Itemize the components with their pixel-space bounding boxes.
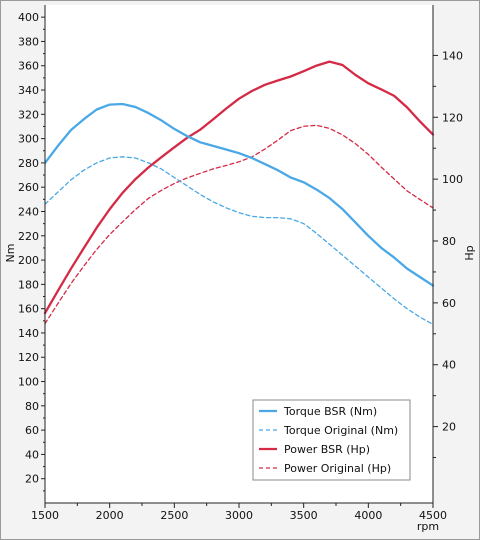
left-y-tick-label: 220	[18, 230, 39, 243]
legend-label: Torque Original (Nm)	[283, 424, 398, 437]
x-tick-label: 2000	[96, 509, 124, 522]
right-y-axis: 20 40 60 80 100 120 140	[433, 49, 463, 459]
x-tick-label: 3000	[225, 509, 253, 522]
left-y-tick-label: 280	[18, 157, 39, 170]
legend: Torque BSR (Nm) Torque Original (Nm) Power…	[252, 399, 411, 481]
left-y-tick-label: 120	[18, 351, 39, 364]
right-y-tick-label: 80	[442, 235, 456, 248]
left-y-tick-label: 160	[18, 303, 39, 316]
left-y-tick-label: 20	[25, 473, 39, 486]
right-y-tick-label: 120	[442, 111, 463, 124]
series-lines	[43, 60, 435, 326]
left-y-tick-label: 140	[18, 327, 39, 340]
left-y-tick-label: 400	[18, 11, 39, 24]
right-axis-label: Hp	[463, 245, 476, 260]
legend-label: Power Original (Hp)	[284, 462, 391, 475]
left-y-tick-label: 360	[18, 60, 39, 73]
left-y-tick-label: 180	[18, 278, 39, 291]
right-y-tick-label: 40	[442, 359, 456, 372]
left-y-tick-label: 240	[18, 205, 39, 218]
x-tick-label: 1500	[31, 509, 59, 522]
right-y-tick-label: 20	[442, 421, 456, 434]
x-axis-label: rpm	[417, 520, 439, 533]
legend-box	[252, 399, 411, 481]
legend-label: Power BSR (Hp)	[284, 443, 370, 456]
x-tick-label: 4000	[354, 509, 382, 522]
x-tick-label: 3500	[290, 509, 318, 522]
left-y-tick-label: 40	[25, 448, 39, 461]
right-y-tick-label: 100	[442, 173, 463, 186]
x-tick-label: 4500	[419, 509, 447, 522]
left-y-tick-label: 340	[18, 84, 39, 97]
left-y-tick-label: 260	[18, 181, 39, 194]
series-line-4	[44, 124, 434, 325]
right-y-tick-label: 140	[442, 49, 463, 62]
series-line-2	[44, 156, 434, 326]
left-y-tick-label: 60	[25, 424, 39, 437]
left-y-tick-label: 300	[18, 133, 39, 146]
legend-label: Torque BSR (Nm)	[283, 405, 377, 418]
series-line-3	[43, 60, 435, 315]
x-tick-label: 2500	[160, 509, 188, 522]
left-y-tick-label: 80	[25, 400, 39, 413]
left-y-tick-label: 100	[18, 376, 39, 389]
left-y-axis: 20 40 60 80 100 120 140 160 180 200 220 240 260 280 30…	[18, 11, 45, 492]
left-y-tick-label: 200	[18, 254, 39, 267]
left-axis-label: Nm	[4, 244, 17, 263]
right-y-tick-label: 60	[442, 297, 456, 310]
left-y-tick-label: 320	[18, 108, 39, 121]
left-y-tick-label: 380	[18, 35, 39, 48]
x-axis: 1500 2000 2500 3000 3500 4000 4500	[31, 503, 447, 522]
series-line-1	[43, 102, 435, 287]
